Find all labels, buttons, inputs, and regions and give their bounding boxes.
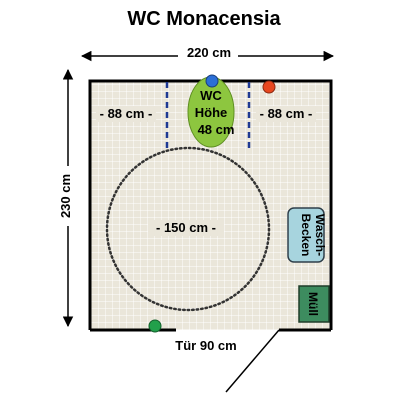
height-label-bg (56, 166, 76, 226)
blue-marker-dot (205, 74, 219, 88)
right-clearance-label: - 88 cm - (260, 106, 313, 121)
width-label-bg (178, 44, 238, 60)
height-label: 230 cm (58, 174, 73, 218)
left-clearance-label: - 88 cm - (100, 106, 153, 121)
sink-label-line2: Becken (299, 214, 313, 257)
door-leaf (225, 329, 280, 393)
plan-title: WC Monacensia (127, 8, 281, 30)
green-marker-dot (148, 319, 162, 333)
toilet-label-line1: WC (200, 88, 222, 103)
turning-circle-label-bg (148, 220, 224, 236)
waste-bin (298, 285, 330, 323)
bin-label: Müll (306, 292, 320, 316)
sink-label-line1: Wasch- (313, 214, 327, 256)
door-label: Tür 90 cm (175, 338, 236, 353)
turning-circle (105, 146, 271, 312)
sink-fixture (287, 207, 325, 263)
right-clearance-bg (256, 106, 316, 122)
red-marker-dot (262, 80, 276, 94)
width-label: 220 cm (187, 45, 231, 60)
toilet-label-line3: 48 cm (198, 122, 235, 137)
toilet-label-line2: Höhe (195, 105, 228, 120)
left-clearance-bg (96, 106, 156, 122)
turning-circle-label: - 150 cm - (156, 220, 216, 235)
